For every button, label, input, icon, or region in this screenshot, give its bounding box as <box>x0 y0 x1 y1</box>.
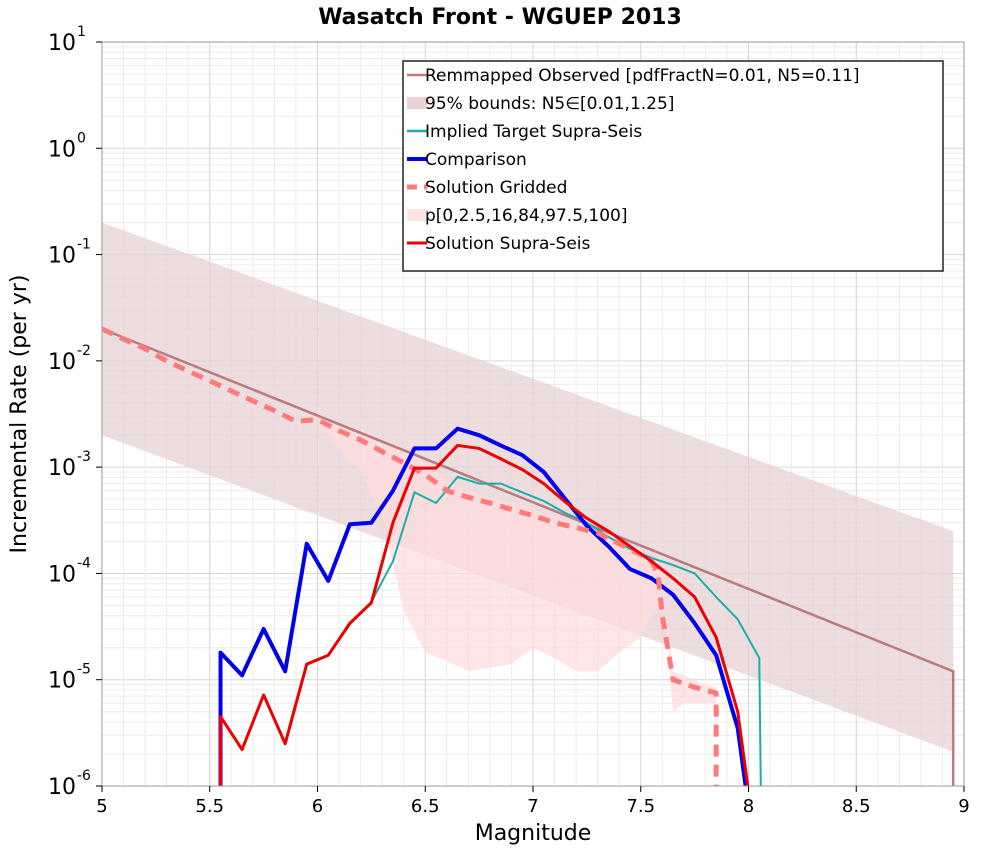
legend-label-3: Comparison <box>425 150 527 170</box>
y-tick-exponent: -1 <box>77 237 91 253</box>
band-1 <box>317 409 717 712</box>
legend-label-4: Solution Gridded <box>425 178 567 198</box>
series-line-3 <box>102 326 719 786</box>
x-axis-ticks: 5 5.5 6 6.5 7 7.5 8 8.5 9 <box>96 786 970 817</box>
y-tick-label: 10 <box>48 456 76 481</box>
x-tick-label: 8.5 <box>842 796 871 817</box>
legend-label-5: p[0,2.5,16,84,97.5,100] <box>425 206 628 226</box>
x-tick-label: 8 <box>743 796 754 817</box>
legend-swatch-5 <box>407 209 427 221</box>
y-tick-exponent: -6 <box>77 768 91 784</box>
y-tick-label: 10 <box>48 244 76 269</box>
y-tick-exponent: 0 <box>77 130 86 146</box>
legend-label-1: 95% bounds: N5∈[0.01,1.25] <box>425 94 674 114</box>
legend-box <box>402 60 944 272</box>
x-tick-label: 5.5 <box>195 796 224 817</box>
y-axis-label: Incremental Rate (per yr) <box>7 275 32 554</box>
y-tick-label: 10 <box>48 669 76 694</box>
y-tick-exponent: -5 <box>77 662 91 678</box>
y-tick-label: 10 <box>48 350 76 375</box>
y-tick-exponent: -4 <box>77 555 91 571</box>
data-series <box>102 326 955 786</box>
series-line-0 <box>102 327 955 786</box>
y-tick-label: 10 <box>48 562 76 587</box>
x-tick-label: 7 <box>527 796 538 817</box>
x-axis-label: Magnitude <box>475 821 592 846</box>
series-line-2 <box>218 426 748 786</box>
chart-title: Wasatch Front - WGUEP 2013 <box>318 5 682 30</box>
legend-label-2: Implied Target Supra-Seis <box>425 122 642 142</box>
y-tick-label: 10 <box>48 775 76 800</box>
y-tick-exponent: -2 <box>77 343 91 359</box>
series-line-4 <box>219 443 750 786</box>
legend-label-0: Remmapped Observed [pdfFractN=0.01, N5=0… <box>425 66 860 86</box>
band-0 <box>102 222 954 752</box>
y-tick-exponent: 1 <box>77 24 86 40</box>
x-tick-label: 7.5 <box>626 796 655 817</box>
legend-label-6: Solution Supra-Seis <box>425 234 591 254</box>
y-tick-label: 10 <box>48 137 76 162</box>
confidence-bands <box>102 222 954 752</box>
legend: Remmapped Observed [pdfFractN=0.01, N5=0… <box>402 60 944 272</box>
y-tick-exponent: -3 <box>77 449 91 465</box>
x-tick-label: 6.5 <box>411 796 440 817</box>
y-tick-label: 10 <box>48 31 76 56</box>
x-tick-label: 5 <box>96 796 107 817</box>
x-tick-label: 6 <box>312 796 323 817</box>
legend-swatch-1 <box>407 97 427 109</box>
x-tick-label: 9 <box>958 796 969 817</box>
